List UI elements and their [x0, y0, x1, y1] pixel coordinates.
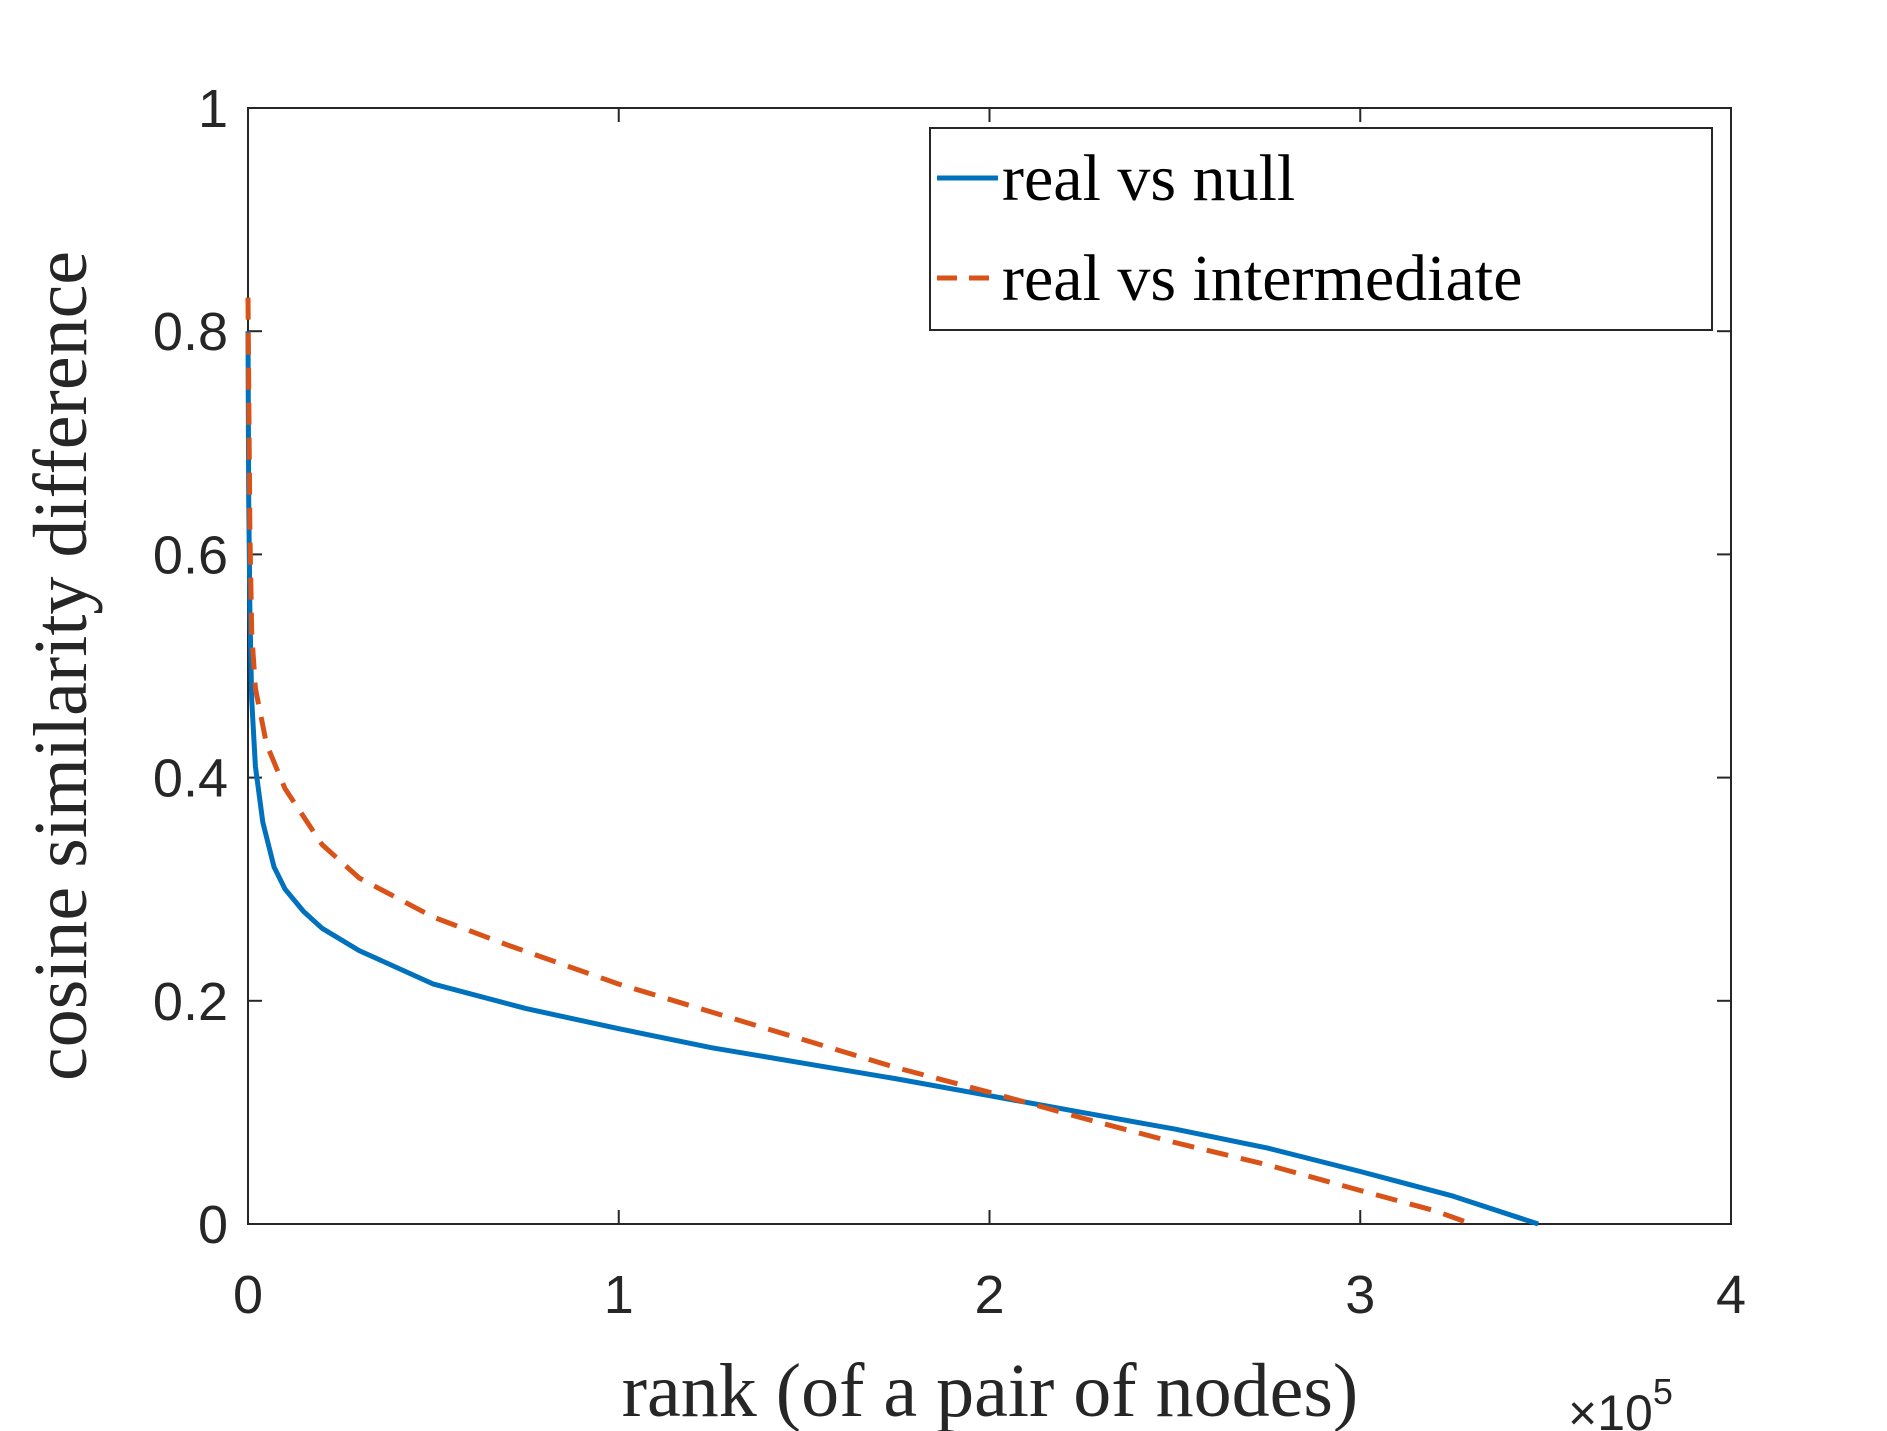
x-tick-label: 2 — [974, 1265, 1004, 1325]
x-exponent-label: ×105 — [1568, 1371, 1673, 1431]
series-line-real-vs-intermediate — [245, 297, 1473, 1227]
y-tick-label: 0.8 — [153, 302, 228, 362]
x-tick-label: 3 — [1345, 1265, 1375, 1325]
legend-box — [929, 127, 1713, 331]
y-tick-label: 1 — [198, 79, 228, 139]
legend-label-real-vs-null: real vs null — [1002, 142, 1295, 215]
legend: real vs null real vs intermediate — [929, 127, 1713, 331]
x-tick-label: 1 — [604, 1265, 634, 1325]
series-line-real-vs-null — [245, 331, 1539, 1227]
y-tick-labels: 0 0.2 0.4 0.6 0.8 1 — [153, 79, 228, 1255]
legend-label-real-vs-intermediate: real vs intermediate — [1002, 242, 1522, 315]
y-tick-label: 0.6 — [153, 525, 228, 585]
y-axis-label: cosine similarity difference — [19, 251, 103, 1081]
y-tick-label: 0 — [198, 1195, 228, 1255]
x-tick-label: 4 — [1716, 1265, 1746, 1325]
x-exponent-power: 5 — [1653, 1371, 1673, 1412]
y-tick-label: 0.2 — [153, 972, 228, 1032]
x-exponent-base: ×10 — [1568, 1385, 1653, 1431]
x-tick-labels: 0 1 2 3 4 — [233, 1265, 1746, 1325]
series-lines — [245, 297, 1539, 1227]
x-tick-label: 0 — [233, 1265, 263, 1325]
y-tick-label: 0.4 — [153, 749, 228, 809]
x-axis-label: rank (of a pair of nodes) — [622, 1349, 1358, 1431]
